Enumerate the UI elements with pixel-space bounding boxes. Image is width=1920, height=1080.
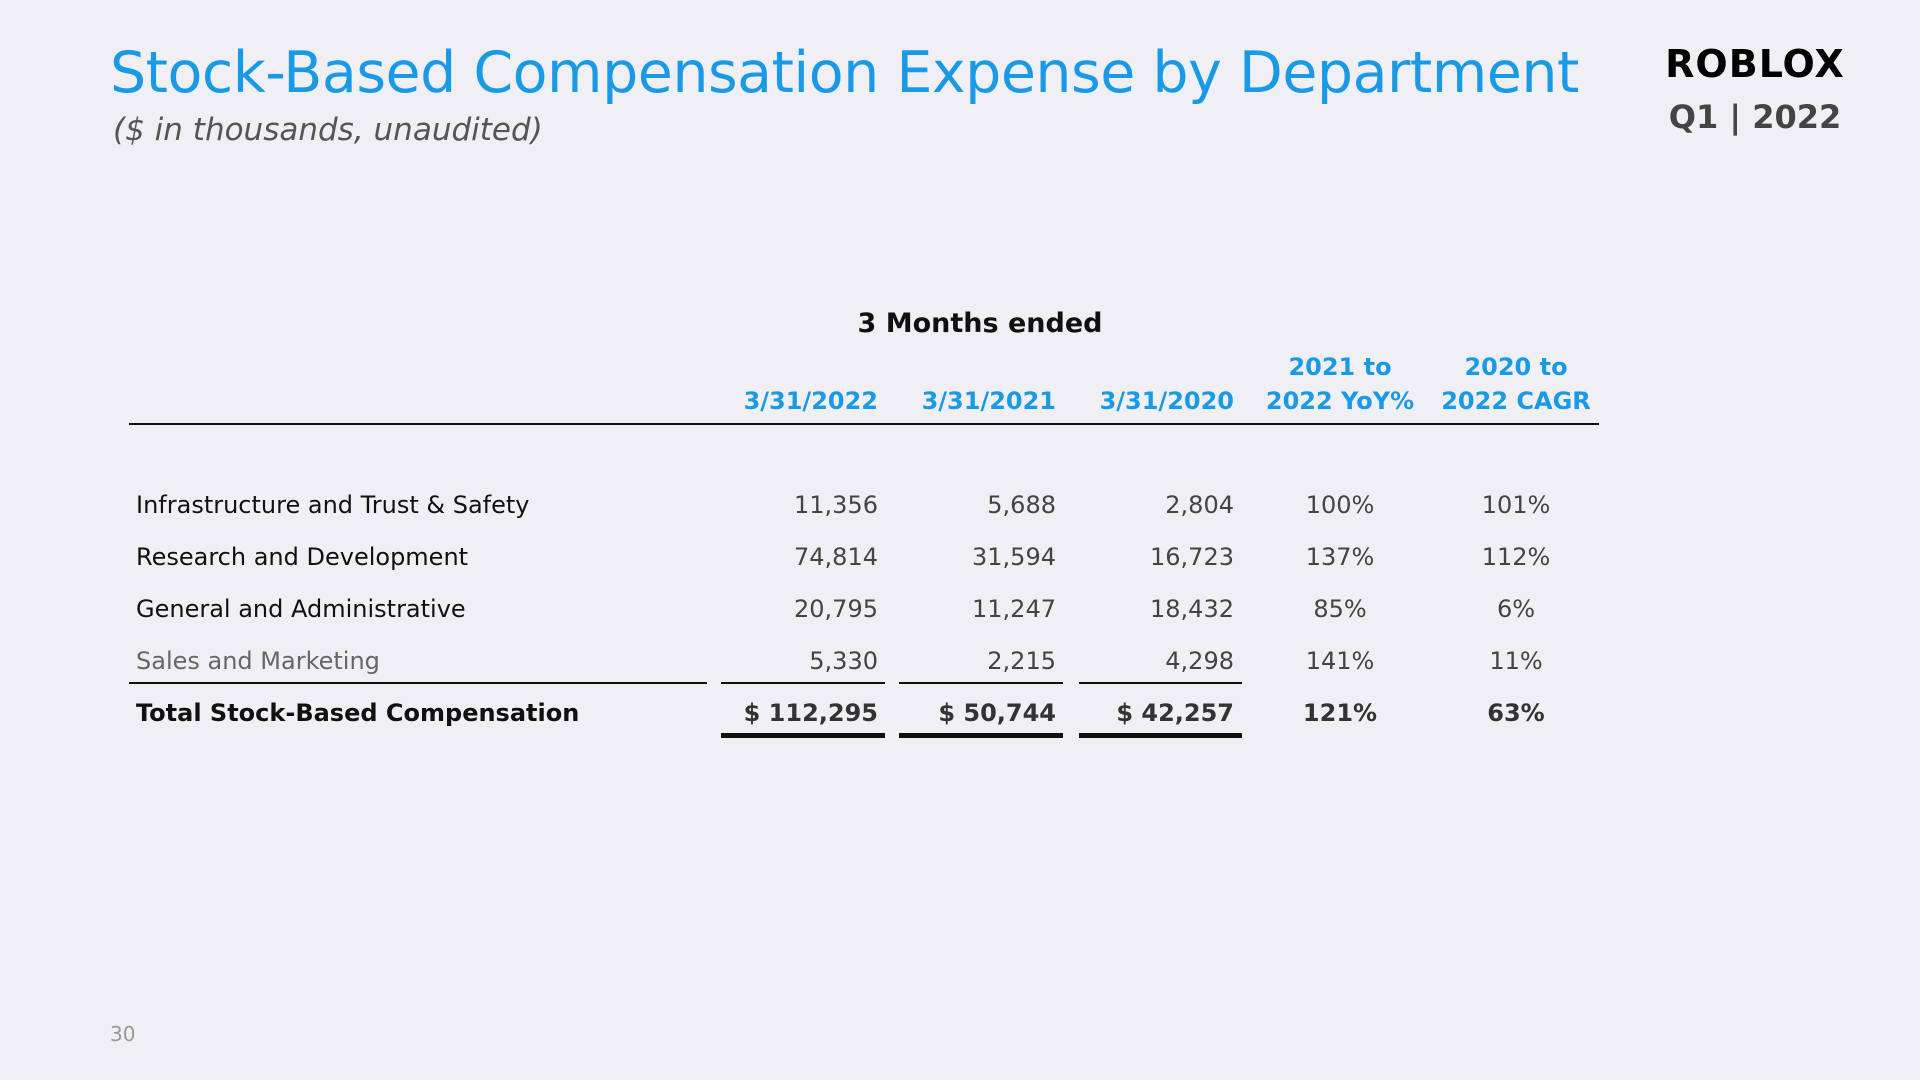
group-header: 3 Months ended [857, 308, 1103, 339]
cell-2021: 31,594 [972, 543, 1056, 571]
subtotal-rule-label [129, 682, 707, 684]
cell-2020: 16,723 [1150, 543, 1234, 571]
row-label: General and Administrative [136, 595, 466, 623]
row-label: Infrastructure and Trust & Safety [136, 491, 530, 519]
cell-2020: 2,804 [1165, 491, 1234, 519]
cell-2021: 2,215 [987, 647, 1056, 675]
column-header-yoy: 2021 to 2022 YoY% [1250, 350, 1430, 418]
cell-cagr: 6% [1496, 595, 1536, 623]
column-header-2022: 3/31/2022 [743, 387, 878, 415]
column-header-cagr-line2: 2022 CAGR [1441, 387, 1591, 415]
cell-2021: 5,688 [987, 491, 1056, 519]
page-subtitle: ($ in thousands, unaudited) [113, 112, 543, 148]
cell-yoy: 137% [1305, 543, 1375, 571]
cell-2022: 20,795 [794, 595, 878, 623]
cell-cagr: 112% [1481, 543, 1551, 571]
page-number: 30 [110, 1022, 136, 1046]
table-row: Sales and Marketing 5,330 2,215 4,298 14… [0, 641, 1920, 681]
header-rule [129, 423, 1599, 425]
cell-yoy: 85% [1313, 595, 1367, 623]
table-row: General and Administrative 20,795 11,247… [0, 589, 1920, 629]
table-row: Infrastructure and Trust & Safety 11,356… [0, 485, 1920, 525]
subtotal-rule-2021 [899, 682, 1063, 684]
period-label: Q1 | 2022 [1668, 98, 1842, 136]
column-header-yoy-line1: 2021 to [1288, 353, 1392, 381]
cell-2020: 18,432 [1150, 595, 1234, 623]
total-2020: $ 42,257 [1116, 699, 1234, 727]
column-header-yoy-line2: 2022 YoY% [1265, 387, 1415, 415]
column-header-2020: 3/31/2020 [1099, 387, 1234, 415]
column-header-cagr-line1: 2020 to [1464, 353, 1568, 381]
column-header-2021: 3/31/2021 [921, 387, 1056, 415]
subtotal-rule-2020 [1079, 682, 1242, 684]
cell-2022: 74,814 [794, 543, 878, 571]
table-row: Research and Development 74,814 31,594 1… [0, 537, 1920, 577]
cell-cagr: 101% [1481, 491, 1551, 519]
subtotal-rule-2022 [721, 682, 885, 684]
row-label: Research and Development [136, 543, 469, 571]
total-rule-2020 [1079, 733, 1242, 738]
roblox-logo: ROBLOX [1665, 42, 1845, 86]
column-header-cagr: 2020 to 2022 CAGR [1426, 350, 1606, 418]
total-2022: $ 112,295 [743, 699, 878, 727]
total-rule-2021 [899, 733, 1063, 738]
total-rule-2022 [721, 733, 885, 738]
cell-yoy: 141% [1305, 647, 1375, 675]
total-cagr: 63% [1487, 699, 1545, 727]
total-yoy: 121% [1302, 699, 1378, 727]
cell-2021: 11,247 [972, 595, 1056, 623]
cell-2020: 4,298 [1165, 647, 1234, 675]
cell-cagr: 11% [1489, 647, 1543, 675]
total-label: Total Stock-Based Compensation [136, 699, 580, 727]
page-title: Stock-Based Compensation Expense by Depa… [110, 40, 1579, 106]
cell-2022: 11,356 [794, 491, 878, 519]
cell-yoy: 100% [1305, 491, 1375, 519]
total-2021: $ 50,744 [938, 699, 1056, 727]
total-row: Total Stock-Based Compensation $ 112,295… [0, 693, 1920, 733]
cell-2022: 5,330 [809, 647, 878, 675]
row-label: Sales and Marketing [136, 647, 380, 675]
